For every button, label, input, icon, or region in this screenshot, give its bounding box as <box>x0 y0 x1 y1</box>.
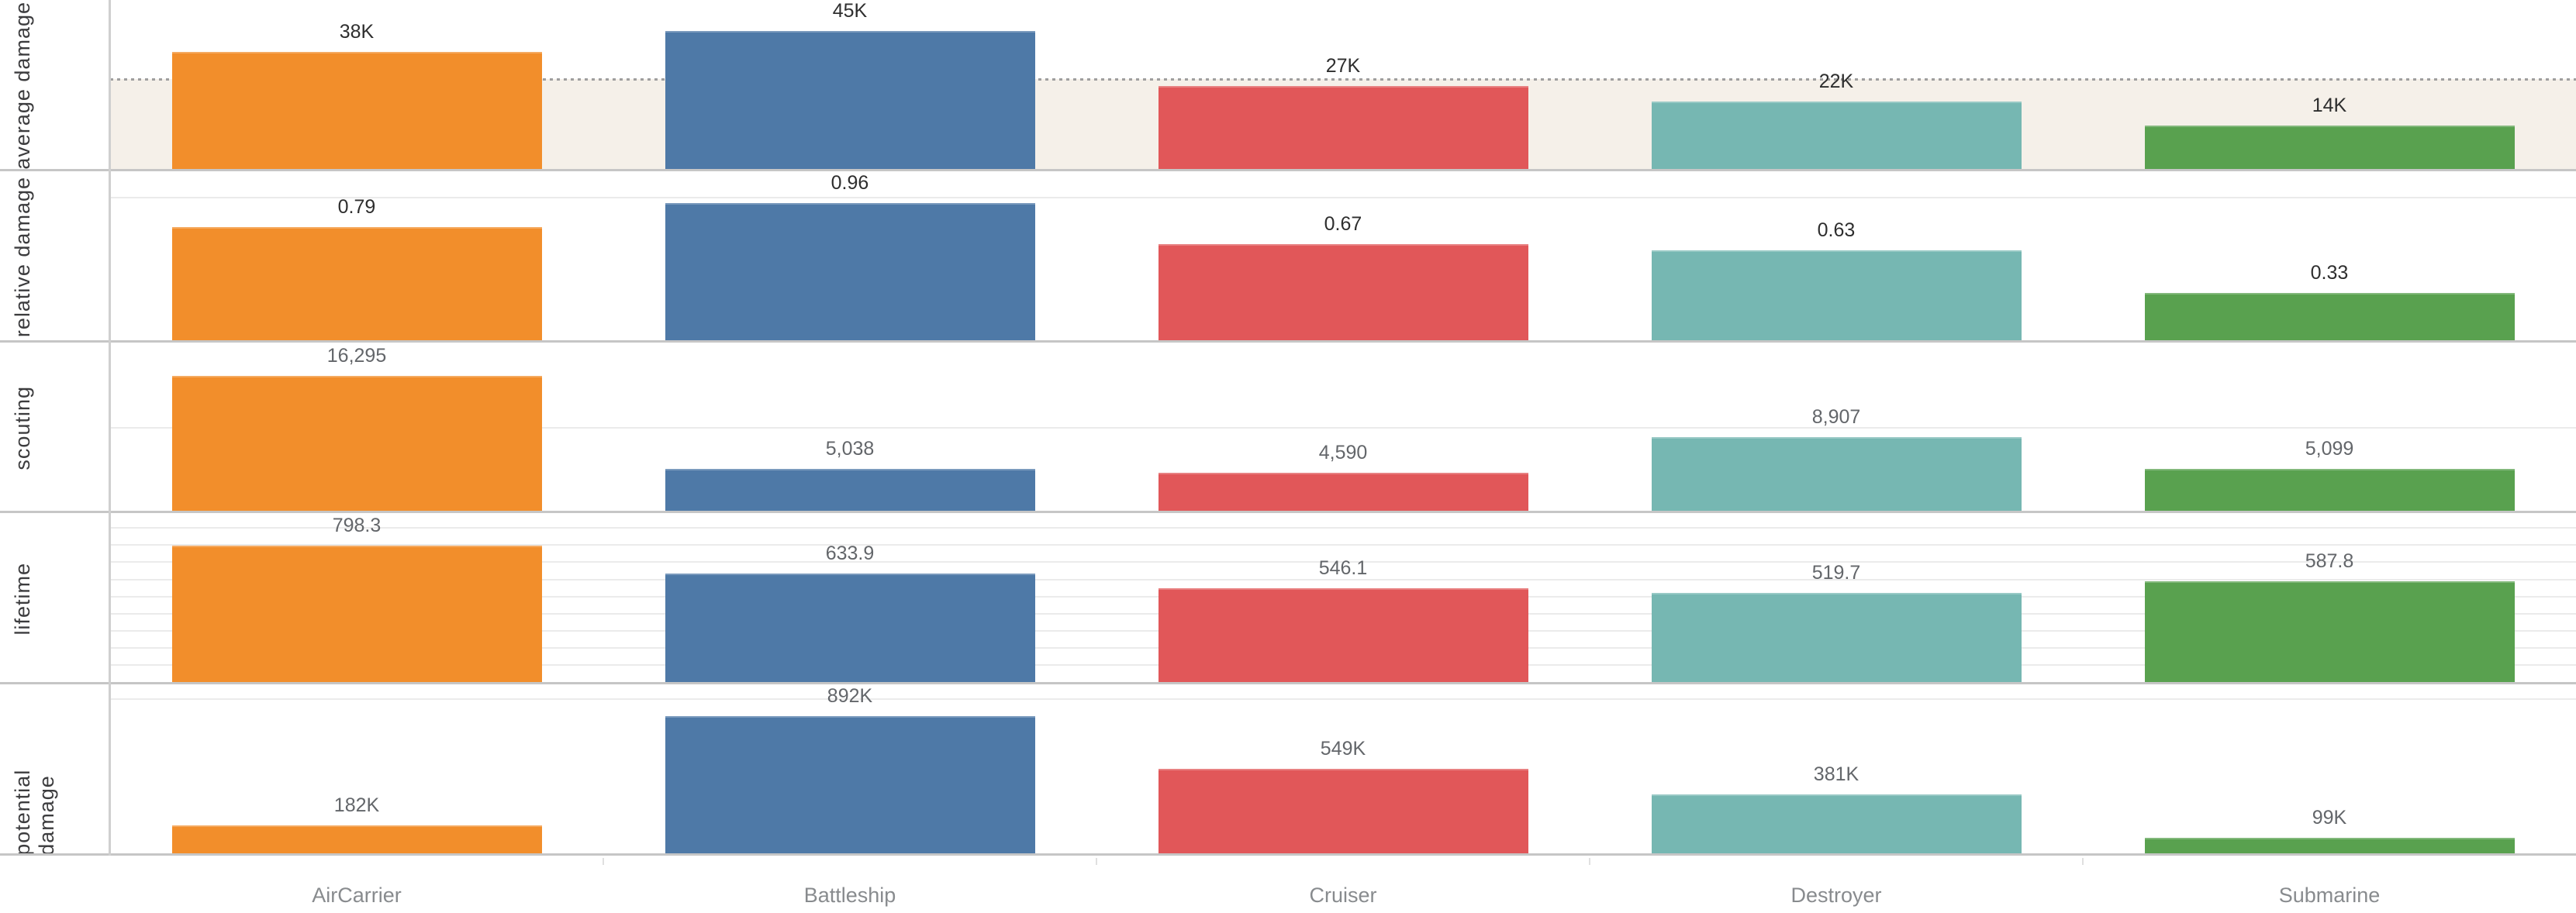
bar-destroyer-relative-damage[interactable] <box>1651 250 2022 340</box>
bar-submarine-lifetime[interactable] <box>2144 581 2515 683</box>
bar-aircarrier-scouting[interactable] <box>171 375 542 512</box>
category-axis-tick <box>1096 858 1097 865</box>
reference-line-dotted <box>110 78 2576 81</box>
bar-value-label: 0.79 <box>337 196 376 219</box>
bar-value-label: 0.33 <box>2310 261 2349 284</box>
bar-value-label: 45K <box>832 0 868 22</box>
gridline <box>110 196 2576 198</box>
category-label-submarine[interactable]: Submarine <box>2278 884 2381 907</box>
bar-aircarrier-lifetime[interactable] <box>171 545 542 683</box>
row-label-text: scouting <box>11 385 34 470</box>
bar-aircarrier-relative-damage[interactable] <box>171 227 542 340</box>
row-label-text: average damage <box>11 2 34 170</box>
bar-battleship-average-damage[interactable] <box>665 30 1035 169</box>
bar-battleship-scouting[interactable] <box>665 469 1035 512</box>
bar-value-label: 381K <box>1813 763 1859 786</box>
bar-value-label: 0.67 <box>1324 213 1362 236</box>
gridline <box>110 561 2576 563</box>
bar-battleship-lifetime[interactable] <box>665 574 1035 683</box>
bar-value-label: 38K <box>339 21 375 43</box>
bar-value-label: 182K <box>333 794 380 816</box>
bar-cruiser-scouting[interactable] <box>1158 473 1528 512</box>
row-label-text: lifetime <box>11 563 34 636</box>
bar-aircarrier-average-damage[interactable] <box>171 52 542 169</box>
row-label-text: potential damage <box>11 769 58 856</box>
category-axis-tick <box>2082 858 2084 865</box>
gridline <box>110 544 2576 546</box>
row-separator <box>0 339 2576 343</box>
bar-value-label: 14K <box>2312 95 2347 117</box>
bar-value-label: 0.96 <box>830 172 869 195</box>
bar-value-label: 16,295 <box>326 344 387 367</box>
bar-destroyer-lifetime[interactable] <box>1651 593 2022 683</box>
bar-aircarrier-potential-damage[interactable] <box>171 825 542 853</box>
category-axis-tick <box>603 858 604 865</box>
row-separator <box>0 511 2576 514</box>
bar-value-label: 892K <box>827 684 873 707</box>
gridline <box>110 427 2576 429</box>
bar-submarine-scouting[interactable] <box>2144 468 2515 512</box>
category-label-battleship[interactable]: Battleship <box>803 884 896 907</box>
row-label-relative-damage: relative damage <box>11 171 48 343</box>
row-separator <box>0 168 2576 171</box>
bar-value-label: 798.3 <box>332 514 382 536</box>
row-label-lifetime: lifetime <box>11 513 48 684</box>
y-axis-line <box>109 0 111 856</box>
bar-submarine-potential-damage[interactable] <box>2144 838 2515 853</box>
bar-value-label: 587.8 <box>2305 550 2354 573</box>
gridline <box>110 698 2576 701</box>
bar-value-label: 546.1 <box>1318 557 1368 580</box>
bar-submarine-relative-damage[interactable] <box>2144 292 2515 340</box>
bar-value-label: 99K <box>2312 807 2347 829</box>
bar-value-label: 519.7 <box>1811 562 1861 584</box>
bar-cruiser-relative-damage[interactable] <box>1158 244 1528 340</box>
category-label-aircarrier[interactable]: AirCarrier <box>312 884 402 907</box>
row-separator <box>0 682 2576 685</box>
bar-cruiser-potential-damage[interactable] <box>1158 768 1528 853</box>
category-label-destroyer[interactable]: Destroyer <box>1790 884 1882 907</box>
bar-destroyer-scouting[interactable] <box>1651 436 2022 512</box>
bar-battleship-potential-damage[interactable] <box>665 715 1035 853</box>
bar-value-label: 549K <box>1320 737 1366 760</box>
category-axis-tick <box>1589 858 1590 865</box>
row-label-text: relative damage <box>11 176 34 337</box>
bar-value-label: 27K <box>1325 54 1361 77</box>
bar-value-label: 4,590 <box>1318 442 1368 464</box>
row-label-average-damage: average damage <box>11 0 48 171</box>
row-label-potential-damage: potential damage <box>11 684 58 856</box>
bar-cruiser-lifetime[interactable] <box>1158 588 1528 683</box>
row-label-scouting: scouting <box>11 343 48 514</box>
gridline <box>110 527 2576 529</box>
bar-value-label: 8,907 <box>1811 405 1861 428</box>
bar-value-label: 5,099 <box>2305 437 2354 460</box>
bar-value-label: 22K <box>1818 70 1854 92</box>
bar-value-label: 633.9 <box>825 543 875 565</box>
bar-cruiser-average-damage[interactable] <box>1158 85 1528 169</box>
bar-submarine-average-damage[interactable] <box>2144 126 2515 169</box>
bar-destroyer-average-damage[interactable] <box>1651 101 2022 169</box>
bar-value-label: 0.63 <box>1817 219 1856 241</box>
bar-value-label: 5,038 <box>825 438 875 460</box>
row-separator <box>0 853 2576 856</box>
bar-battleship-relative-damage[interactable] <box>665 203 1035 340</box>
category-label-cruiser[interactable]: Cruiser <box>1309 884 1377 907</box>
bar-destroyer-potential-damage[interactable] <box>1651 794 2022 853</box>
gridline <box>110 578 2576 581</box>
